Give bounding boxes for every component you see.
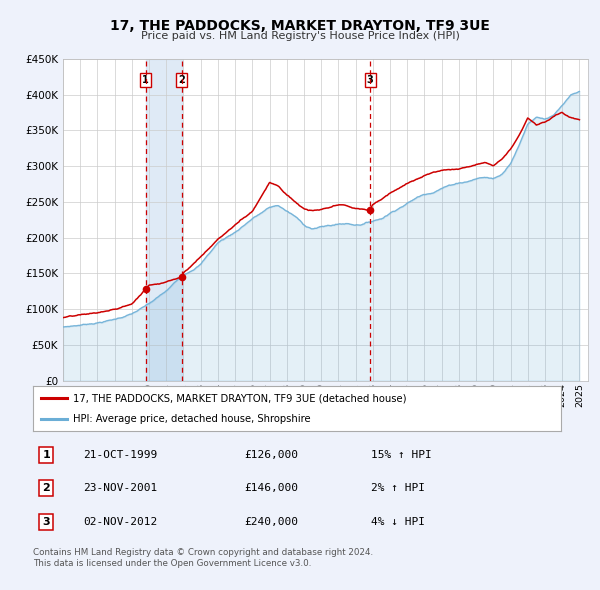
Text: Contains HM Land Registry data © Crown copyright and database right 2024.: Contains HM Land Registry data © Crown c… bbox=[33, 548, 373, 556]
Text: £240,000: £240,000 bbox=[244, 517, 298, 527]
Bar bbox=[146, 59, 182, 381]
Text: 17, THE PADDOCKS, MARKET DRAYTON, TF9 3UE: 17, THE PADDOCKS, MARKET DRAYTON, TF9 3U… bbox=[110, 19, 490, 33]
Text: 3: 3 bbox=[43, 517, 50, 527]
Text: This data is licensed under the Open Government Licence v3.0.: This data is licensed under the Open Gov… bbox=[33, 559, 311, 568]
Text: 23-NOV-2001: 23-NOV-2001 bbox=[83, 483, 157, 493]
Text: 2% ↑ HPI: 2% ↑ HPI bbox=[371, 483, 425, 493]
Text: 02-NOV-2012: 02-NOV-2012 bbox=[83, 517, 157, 527]
Text: 4% ↓ HPI: 4% ↓ HPI bbox=[371, 517, 425, 527]
Text: 15% ↑ HPI: 15% ↑ HPI bbox=[371, 450, 431, 460]
Text: 3: 3 bbox=[367, 75, 373, 85]
Text: 2: 2 bbox=[178, 75, 185, 85]
Text: 1: 1 bbox=[142, 75, 149, 85]
Text: £146,000: £146,000 bbox=[244, 483, 298, 493]
Text: HPI: Average price, detached house, Shropshire: HPI: Average price, detached house, Shro… bbox=[73, 414, 310, 424]
Text: 1: 1 bbox=[43, 450, 50, 460]
Text: 2: 2 bbox=[43, 483, 50, 493]
Text: 17, THE PADDOCKS, MARKET DRAYTON, TF9 3UE (detached house): 17, THE PADDOCKS, MARKET DRAYTON, TF9 3U… bbox=[73, 394, 406, 404]
Text: £126,000: £126,000 bbox=[244, 450, 298, 460]
Text: Price paid vs. HM Land Registry's House Price Index (HPI): Price paid vs. HM Land Registry's House … bbox=[140, 31, 460, 41]
Text: 21-OCT-1999: 21-OCT-1999 bbox=[83, 450, 157, 460]
